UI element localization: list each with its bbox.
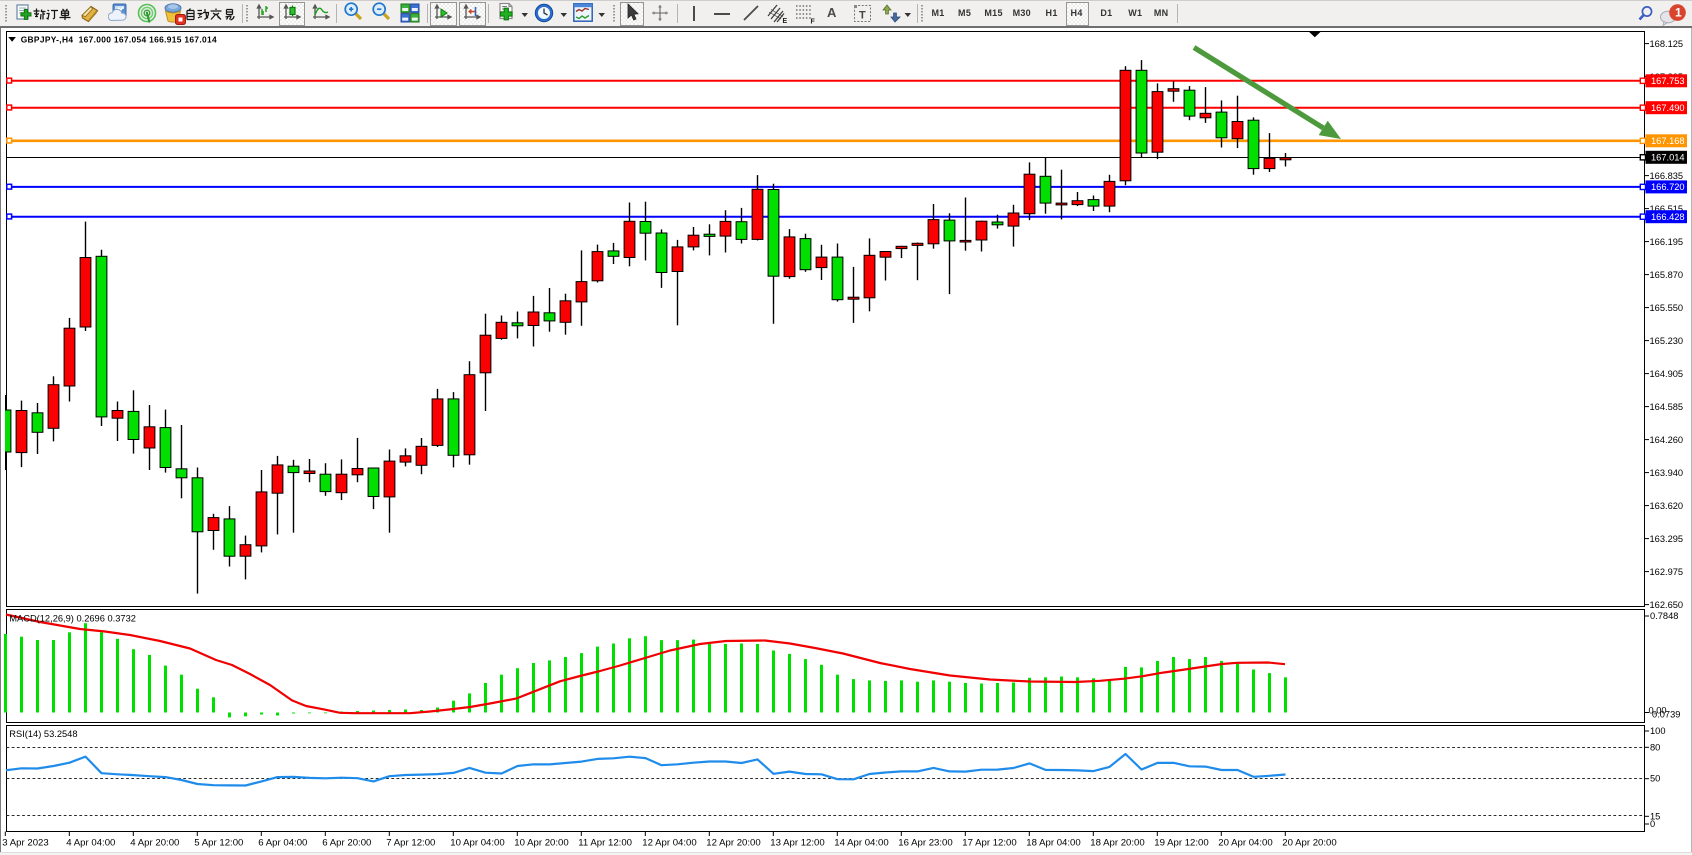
svg-text:50: 50	[1650, 774, 1660, 784]
svg-text:12 Apr 20:00: 12 Apr 20:00	[706, 838, 760, 849]
svg-text:166.428: 166.428	[1651, 212, 1685, 222]
svg-text:18 Apr 04:00: 18 Apr 04:00	[1026, 838, 1080, 849]
svg-text:4 Apr 04:00: 4 Apr 04:00	[66, 838, 115, 849]
svg-text:167.168: 167.168	[1651, 136, 1685, 146]
svg-text:10 Apr 04:00: 10 Apr 04:00	[450, 838, 504, 849]
svg-text:163.620: 163.620	[1650, 501, 1684, 511]
svg-text:166.195: 166.195	[1650, 237, 1684, 247]
svg-text:17 Apr 12:00: 17 Apr 12:00	[962, 838, 1016, 849]
svg-text:164.260: 164.260	[1650, 435, 1684, 445]
svg-text:166.515: 166.515	[1650, 204, 1684, 214]
svg-text:11 Apr 12:00: 11 Apr 12:00	[578, 838, 632, 849]
svg-text:E: E	[783, 18, 788, 25]
svg-text:F: F	[811, 19, 816, 26]
svg-text:162.975: 162.975	[1650, 567, 1684, 577]
svg-text:166.720: 166.720	[1651, 182, 1685, 192]
svg-text:15: 15	[1650, 811, 1660, 821]
svg-text:0,00: 0,00	[1649, 706, 1667, 716]
svg-text:RSI(14) 53.2548: RSI(14) 53.2548	[9, 729, 77, 739]
svg-text:0.7848: 0.7848	[1650, 611, 1678, 621]
svg-text:168.125: 168.125	[1650, 39, 1684, 49]
svg-text:MACD(12,26,9) 0.2696 0.3732: MACD(12,26,9) 0.2696 0.3732	[9, 614, 136, 624]
svg-text:4 Apr 20:00: 4 Apr 20:00	[130, 838, 179, 849]
svg-text:164.585: 164.585	[1650, 402, 1684, 412]
svg-text:20 Apr 04:00: 20 Apr 04:00	[1218, 838, 1272, 849]
svg-text:6 Apr 04:00: 6 Apr 04:00	[258, 838, 307, 849]
svg-text:167.490: 167.490	[1651, 103, 1685, 113]
svg-text:165.230: 165.230	[1650, 336, 1684, 346]
svg-text:1: 1	[1675, 6, 1682, 20]
svg-text:14 Apr 04:00: 14 Apr 04:00	[834, 838, 888, 849]
svg-text:13 Apr 12:00: 13 Apr 12:00	[770, 838, 824, 849]
svg-text:19 Apr 12:00: 19 Apr 12:00	[1154, 838, 1208, 849]
svg-text:165.870: 165.870	[1650, 270, 1684, 280]
svg-text:10 Apr 20:00: 10 Apr 20:00	[514, 838, 568, 849]
svg-text:167.014: 167.014	[1651, 153, 1685, 163]
svg-text:7 Apr 12:00: 7 Apr 12:00	[386, 838, 435, 849]
svg-text:12 Apr 04:00: 12 Apr 04:00	[642, 838, 696, 849]
svg-text:163.940: 163.940	[1650, 468, 1684, 478]
svg-text:167.753: 167.753	[1651, 76, 1685, 86]
svg-text:165.550: 165.550	[1650, 303, 1684, 313]
svg-text:20 Apr 20:00: 20 Apr 20:00	[1282, 838, 1336, 849]
svg-text:0.0739: 0.0739	[1652, 710, 1680, 720]
svg-text:GBPJPY-,H4 167.000 167.054 16: GBPJPY-,H4 167.000 167.054 166.915 167.0…	[21, 34, 217, 44]
svg-text:T: T	[859, 9, 866, 21]
svg-text:0: 0	[1650, 819, 1655, 829]
svg-text:100: 100	[1650, 726, 1666, 736]
svg-text:3 Apr 2023: 3 Apr 2023	[2, 838, 48, 849]
svg-text:162.650: 162.650	[1650, 600, 1684, 610]
svg-text:164.905: 164.905	[1650, 369, 1684, 379]
svg-text:18 Apr 20:00: 18 Apr 20:00	[1090, 838, 1144, 849]
svg-text:166.835: 166.835	[1650, 171, 1684, 181]
svg-text:163.295: 163.295	[1650, 534, 1684, 544]
svg-text:6 Apr 20:00: 6 Apr 20:00	[322, 838, 371, 849]
svg-text:16 Apr 23:00: 16 Apr 23:00	[898, 838, 952, 849]
svg-text:80: 80	[1650, 742, 1660, 752]
svg-text:5 Apr 12:00: 5 Apr 12:00	[194, 838, 243, 849]
